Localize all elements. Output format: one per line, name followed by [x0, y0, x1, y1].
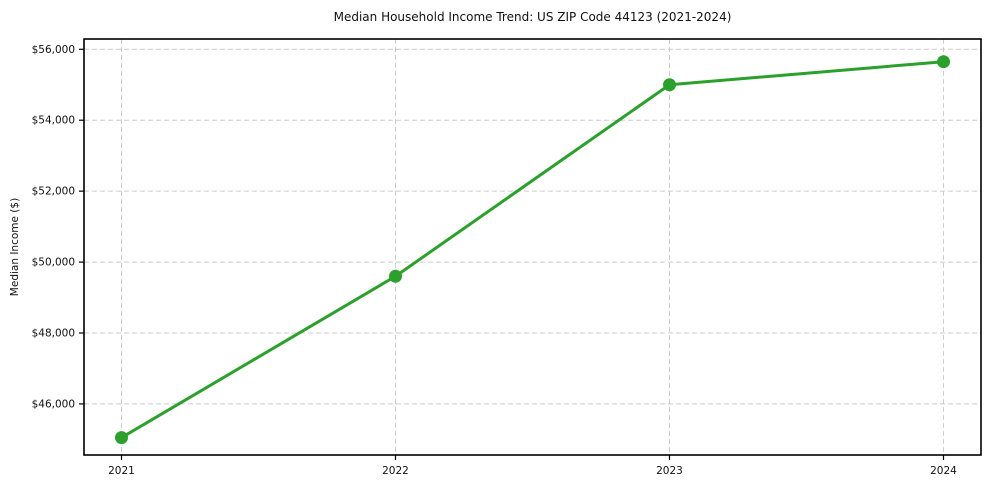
chart-title: Median Household Income Trend: US ZIP Co…	[333, 10, 732, 24]
x-tick-label: 2021	[108, 465, 135, 477]
data-point-marker	[937, 55, 950, 69]
plot-border	[83, 38, 982, 456]
x-tick-label: 2024	[930, 465, 957, 477]
y-tick-label: $46,000	[32, 398, 75, 410]
income-trend-line	[120, 60, 945, 440]
y-tick-label: $54,000	[32, 115, 75, 127]
x-tick-label: 2022	[382, 465, 409, 477]
y-tick-label: $48,000	[32, 328, 75, 340]
y-tick-label: $52,000	[32, 186, 75, 198]
x-tick-label: 2023	[656, 465, 683, 477]
data-point-marker	[389, 269, 402, 283]
data-point-marker	[115, 431, 128, 445]
data-point-marker	[663, 78, 676, 92]
y-tick-label: $56,000	[32, 44, 75, 56]
y-tick-label: $50,000	[32, 257, 75, 269]
